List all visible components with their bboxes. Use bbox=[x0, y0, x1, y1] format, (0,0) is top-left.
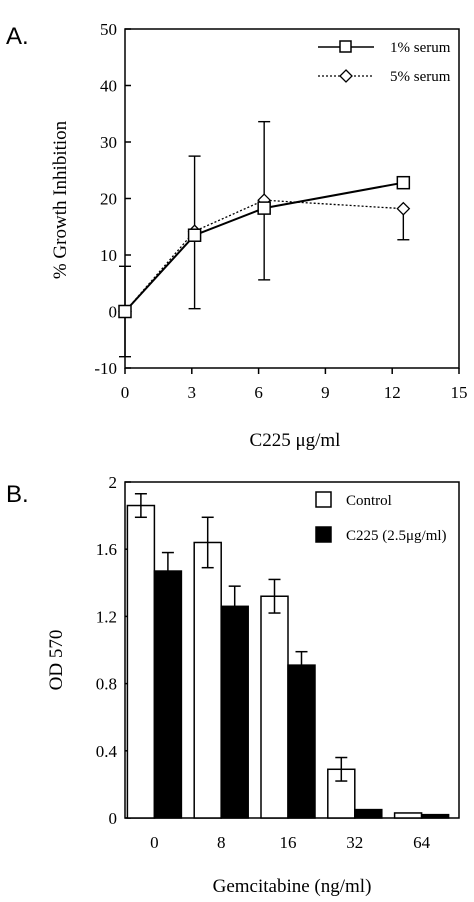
data-point-square bbox=[396, 175, 411, 190]
y-tick-label: 1.2 bbox=[96, 607, 117, 626]
panel-b-y-axis: 0 0.4 0.8 1.2 1.6 2 bbox=[96, 473, 131, 828]
panel-b-label: B. bbox=[6, 481, 29, 508]
bar-c225 bbox=[220, 605, 249, 819]
panel-b-bar-chart: B. 0 0.4 0.8 1.2 1.6 2 0 8 16 32 64 OD 570 Gemcit… bbox=[6, 473, 460, 897]
legend-c225-label: C225 (2.5μg/ml) bbox=[346, 528, 447, 544]
bar-control bbox=[126, 504, 156, 819]
legend-square-marker bbox=[339, 40, 352, 53]
y-tick-label: 10 bbox=[100, 246, 117, 265]
bar-c225 bbox=[287, 664, 316, 819]
series-5pct-line bbox=[124, 199, 404, 312]
y-tick-label: 0.8 bbox=[96, 675, 117, 694]
panel-a-x-axis-title: C225 μg/ml bbox=[250, 430, 341, 451]
y-tick-label: 1.6 bbox=[96, 540, 117, 559]
y-tick-label: 2 bbox=[109, 473, 118, 492]
panel-b-x-axis-title: Gemcitabine (ng/ml) bbox=[213, 876, 372, 897]
panel-a-series bbox=[118, 120, 411, 358]
panel-b-y-axis-title: OD 570 bbox=[46, 630, 67, 691]
data-point-square bbox=[187, 228, 202, 242]
data-point-diamond bbox=[396, 201, 411, 216]
x-tick-label: 64 bbox=[413, 833, 431, 852]
x-tick-label: 16 bbox=[280, 833, 297, 852]
bar-c225 bbox=[354, 808, 383, 819]
x-tick-label: 3 bbox=[188, 383, 197, 402]
panel-a-label: A. bbox=[6, 23, 29, 50]
legend-control-label: Control bbox=[346, 493, 392, 509]
x-tick-label: 0 bbox=[121, 383, 130, 402]
y-tick-label: 0.4 bbox=[96, 742, 118, 761]
panel-a-y-axis: -10 0 10 20 30 40 50 bbox=[94, 20, 131, 378]
bar-control bbox=[393, 812, 423, 819]
bar-c225 bbox=[153, 570, 183, 819]
x-tick-label: 15 bbox=[451, 383, 468, 402]
x-tick-label: 8 bbox=[217, 833, 226, 852]
panel-a-y-axis-title: % Growth Inhibition bbox=[50, 120, 71, 279]
series-1pct-line bbox=[124, 181, 404, 313]
legend-diamond-marker bbox=[339, 69, 353, 83]
x-tick-label: 6 bbox=[254, 383, 263, 402]
y-tick-label: 50 bbox=[100, 20, 117, 39]
x-tick-label: 32 bbox=[346, 833, 363, 852]
data-point-square bbox=[118, 304, 132, 319]
bar-c225 bbox=[420, 813, 450, 819]
legend-label-1: 1% serum bbox=[390, 40, 451, 56]
panel-b-legend: Control C225 (2.5μg/ml) bbox=[315, 491, 447, 544]
y-tick-label: 0 bbox=[109, 809, 118, 828]
panel-b-x-axis: 0 8 16 32 64 bbox=[150, 833, 430, 852]
bar-control bbox=[260, 595, 289, 819]
panel-b-bars bbox=[126, 493, 450, 819]
legend-label-2: 5% serum bbox=[390, 69, 451, 85]
legend-c225-swatch bbox=[315, 526, 332, 543]
panel-a-legend: 1% serum 5% serum bbox=[318, 40, 451, 85]
y-tick-label: 30 bbox=[100, 133, 117, 152]
y-tick-label: -10 bbox=[94, 359, 117, 378]
legend-control-swatch bbox=[315, 491, 332, 508]
x-tick-label: 9 bbox=[321, 383, 330, 402]
y-tick-label: 0 bbox=[109, 303, 118, 322]
bar-control bbox=[193, 541, 222, 819]
data-point-square bbox=[257, 201, 271, 215]
y-tick-label: 20 bbox=[100, 190, 117, 209]
x-tick-label: 12 bbox=[384, 383, 401, 402]
y-tick-label: 40 bbox=[100, 77, 117, 96]
x-tick-label: 0 bbox=[150, 833, 159, 852]
panel-a-x-axis: 0 3 6 9 12 15 bbox=[121, 368, 468, 402]
